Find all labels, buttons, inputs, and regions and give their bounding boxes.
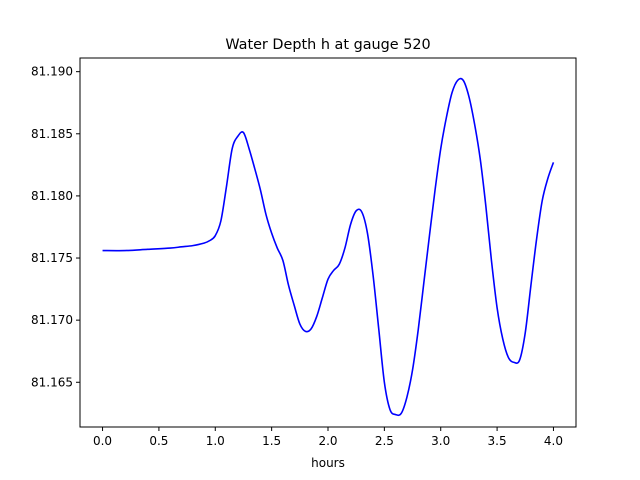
- x-tick-label: 1.0: [206, 434, 225, 448]
- y-tick-label: 81.170: [31, 313, 73, 327]
- y-tick-label: 81.185: [31, 127, 73, 141]
- y-tick-label: 81.165: [31, 375, 73, 389]
- series-line: [102, 77, 555, 417]
- x-tick-label: 1.5: [262, 434, 281, 448]
- x-tick-label: 3.0: [431, 434, 450, 448]
- x-tick-label: 2.5: [375, 434, 394, 448]
- axis-ticks: 0.0 0.5 1.0 1.5 2.0 2.5 3.0 3.5 4.0 81.165 81.170 8…: [31, 65, 563, 448]
- y-tick-label: 81.180: [31, 189, 73, 203]
- x-tick-label: 0.5: [149, 434, 168, 448]
- y-tick-label: 81.190: [31, 65, 73, 79]
- x-axis-title: hours: [311, 456, 345, 470]
- series-layer: [102, 77, 555, 417]
- x-tick-label: 4.0: [544, 434, 563, 448]
- x-tick-label: 0.0: [93, 434, 112, 448]
- x-tick-label: 3.5: [488, 434, 507, 448]
- chart-title: Water Depth h at gauge 520: [225, 37, 430, 53]
- x-tick-label: 2.0: [318, 434, 337, 448]
- y-tick-label: 81.175: [31, 251, 73, 265]
- plot-frame: [79, 57, 577, 428]
